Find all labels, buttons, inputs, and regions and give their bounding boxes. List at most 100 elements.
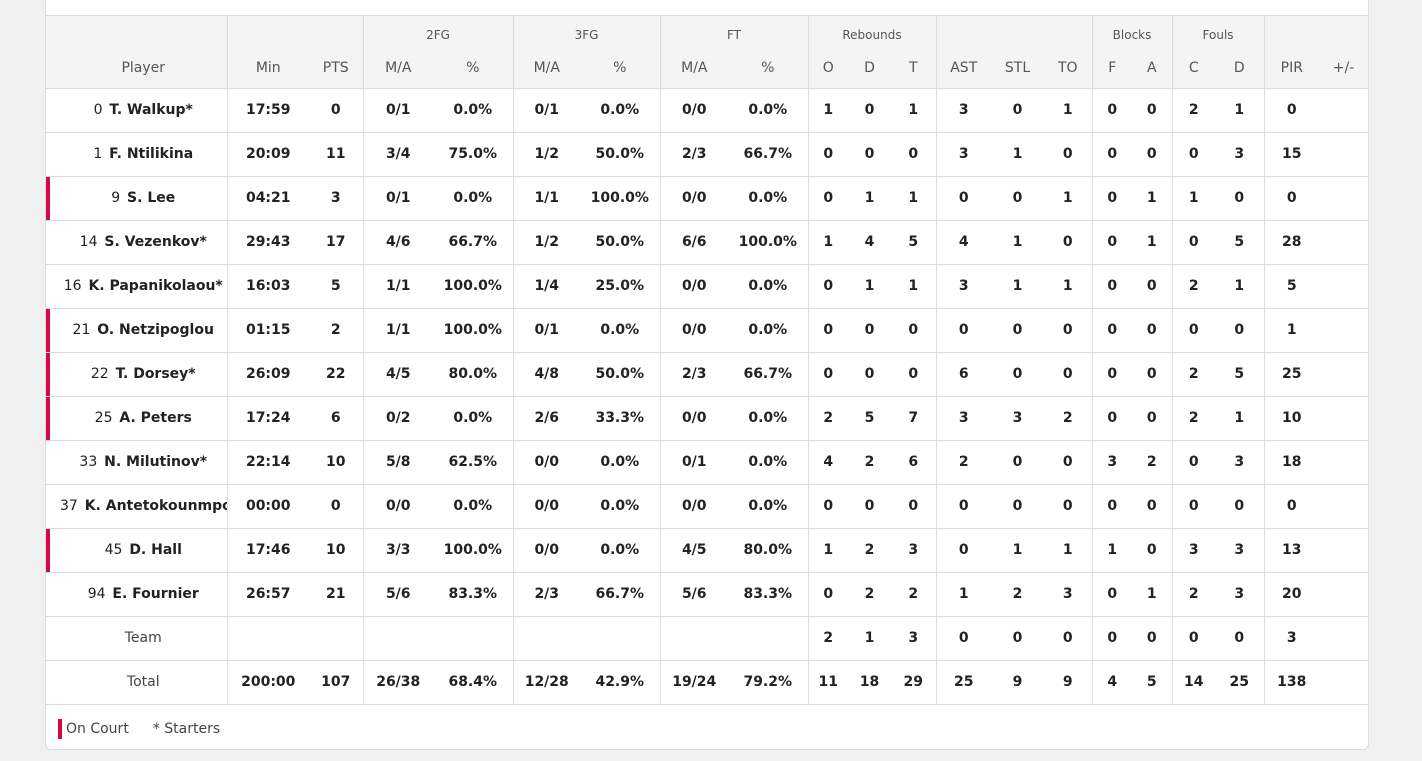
- player-cell[interactable]: 14 S. Vezenkov*: [46, 220, 227, 265]
- cell-reb-t: 1: [891, 88, 936, 133]
- cell-fg2-ma: 0/0: [362, 484, 433, 529]
- cell-blk-f: 0: [1091, 264, 1133, 309]
- player-name[interactable]: S. Vezenkov*: [104, 234, 207, 250]
- cell-to: 1: [1044, 88, 1093, 133]
- player-name[interactable]: A. Peters: [119, 410, 192, 426]
- cell-pts: 2: [309, 308, 363, 353]
- cell-to: 3: [1044, 572, 1093, 617]
- col-player: Player: [46, 46, 227, 89]
- player-row: 9 S. Lee 04:21 3 0/1 0.0% 1/1 100.0% 0/0 0.0% 0 1 1…: [46, 176, 1368, 221]
- cell-pir: 13: [1263, 528, 1320, 573]
- col-foul-d: D: [1215, 46, 1265, 89]
- player-cell[interactable]: 9 S. Lee: [46, 176, 227, 221]
- player-name[interactable]: K. Papanikolaou*: [88, 278, 223, 294]
- player-name[interactable]: K. Antetokounmpo: [84, 498, 227, 514]
- cell-to: 1: [1044, 264, 1093, 309]
- cell-plusminus: [1319, 132, 1368, 177]
- cell-pir: 0: [1263, 176, 1320, 221]
- cell-fg2-ma: 4/6: [362, 220, 433, 265]
- cell-ft-pct: 0.0%: [728, 264, 808, 309]
- cell-stl: 1: [991, 264, 1044, 309]
- cell-plusminus: [1319, 396, 1368, 441]
- cell-reb-t: 6: [891, 440, 936, 485]
- cell-blk-f: 0: [1091, 176, 1133, 221]
- player-cell[interactable]: 21 O. Netzipoglou: [46, 308, 227, 353]
- cell-fg2-ma: 1/1: [362, 264, 433, 309]
- player-cell[interactable]: 16 K. Papanikolaou*: [46, 264, 227, 309]
- col-reb-d: D: [848, 46, 891, 89]
- cell-pts: 22: [309, 352, 363, 397]
- player-name[interactable]: T. Dorsey*: [115, 366, 196, 382]
- cell-min: 26:57: [226, 572, 309, 617]
- cell-reb-d: 2: [848, 440, 891, 485]
- cell-pts: 0: [309, 484, 363, 529]
- group-2fg: 2FG: [362, 16, 513, 46]
- cell-reb-d: 5: [848, 396, 891, 441]
- player-cell[interactable]: 1 F. Ntilikina: [46, 132, 227, 177]
- player-cell[interactable]: 37 K. Antetokounmpo: [46, 484, 227, 529]
- cell-reb-d: 2: [848, 528, 891, 573]
- cell-reb-o: 0: [807, 484, 848, 529]
- cell-ft-pct: 0.0%: [728, 176, 808, 221]
- col-2fg-ma: M/A: [362, 46, 433, 89]
- cell-foul-d: 0: [1215, 484, 1265, 529]
- cell-pts: 11: [309, 132, 363, 177]
- cell-reb-d: 2: [848, 572, 891, 617]
- player-name[interactable]: E. Fournier: [112, 586, 199, 602]
- player-name[interactable]: F. Ntilikina: [109, 146, 194, 162]
- cell-ft-pct: 83.3%: [728, 572, 808, 617]
- cell-min: 16:03: [226, 264, 309, 309]
- cell-ft-ma: [659, 616, 728, 661]
- cell-fg3-pct: 100.0%: [580, 176, 660, 221]
- cell-ft-pct: 0.0%: [728, 484, 808, 529]
- cell-pts: 107: [309, 660, 363, 705]
- cell-ft-pct: [728, 616, 808, 661]
- cell-min: 22:14: [226, 440, 309, 485]
- cell-ast: 0: [935, 616, 991, 661]
- cell-reb-o: 1: [807, 88, 848, 133]
- cell-reb-o: 4: [807, 440, 848, 485]
- cell-fg2-ma: 26/38: [362, 660, 433, 705]
- player-cell[interactable]: 94 E. Fournier: [46, 572, 227, 617]
- player-name[interactable]: S. Lee: [127, 190, 176, 206]
- player-number: 37: [60, 498, 78, 514]
- cell-reb-t: 1: [891, 176, 936, 221]
- cell-fg2-ma: 1/1: [362, 308, 433, 353]
- cell-pir: 1: [1263, 308, 1320, 353]
- cell-blk-a: 0: [1132, 88, 1173, 133]
- player-number: 45: [104, 542, 123, 558]
- cell-ast: 0: [935, 484, 991, 529]
- player-cell[interactable]: 0 T. Walkup*: [46, 88, 227, 133]
- cell-plusminus: [1319, 616, 1368, 661]
- table-body: 0 T. Walkup* 17:59 0 0/1 0.0% 0/1 0.0% 0/0 0.0% 1…: [46, 88, 1368, 705]
- cell-blk-a: 2: [1132, 440, 1173, 485]
- cell-reb-t: 0: [891, 352, 936, 397]
- cell-ft-pct: 79.2%: [728, 660, 808, 705]
- cell-pts: 17: [309, 220, 363, 265]
- total-label: Total: [46, 660, 227, 705]
- player-name[interactable]: O. Netzipoglou: [97, 322, 214, 338]
- cell-fg2-pct: 62.5%: [433, 440, 513, 485]
- cell-fg2-ma: 0/2: [362, 396, 433, 441]
- player-cell[interactable]: 33 N. Milutinov*: [46, 440, 227, 485]
- group-ast-stl-to-spacer: [935, 16, 1093, 46]
- player-name[interactable]: N. Milutinov*: [104, 454, 208, 470]
- cell-plusminus: [1319, 176, 1368, 221]
- player-name[interactable]: T. Walkup*: [109, 102, 193, 118]
- cell-pir: 0: [1263, 88, 1320, 133]
- card-top-strip: [46, 0, 1368, 16]
- cell-fg3-ma: 1/1: [512, 176, 580, 221]
- cell-reb-t: 0: [891, 308, 936, 353]
- cell-blk-a: 0: [1132, 352, 1173, 397]
- player-cell[interactable]: 45 D. Hall: [46, 528, 227, 573]
- col-3fg-ma: M/A: [512, 46, 580, 89]
- player-name[interactable]: D. Hall: [129, 542, 182, 558]
- cell-to: 0: [1044, 132, 1093, 177]
- total-row: Total 200:00 107 26/38 68.4% 12/28 42.9% 19/24 7…: [46, 660, 1368, 705]
- player-cell[interactable]: 25 A. Peters: [46, 396, 227, 441]
- cell-pts: [309, 616, 363, 661]
- cell-pts: 3: [309, 176, 363, 221]
- cell-foul-c: 0: [1171, 440, 1216, 485]
- cell-blk-a: 0: [1132, 264, 1173, 309]
- player-cell[interactable]: 22 T. Dorsey*: [46, 352, 227, 397]
